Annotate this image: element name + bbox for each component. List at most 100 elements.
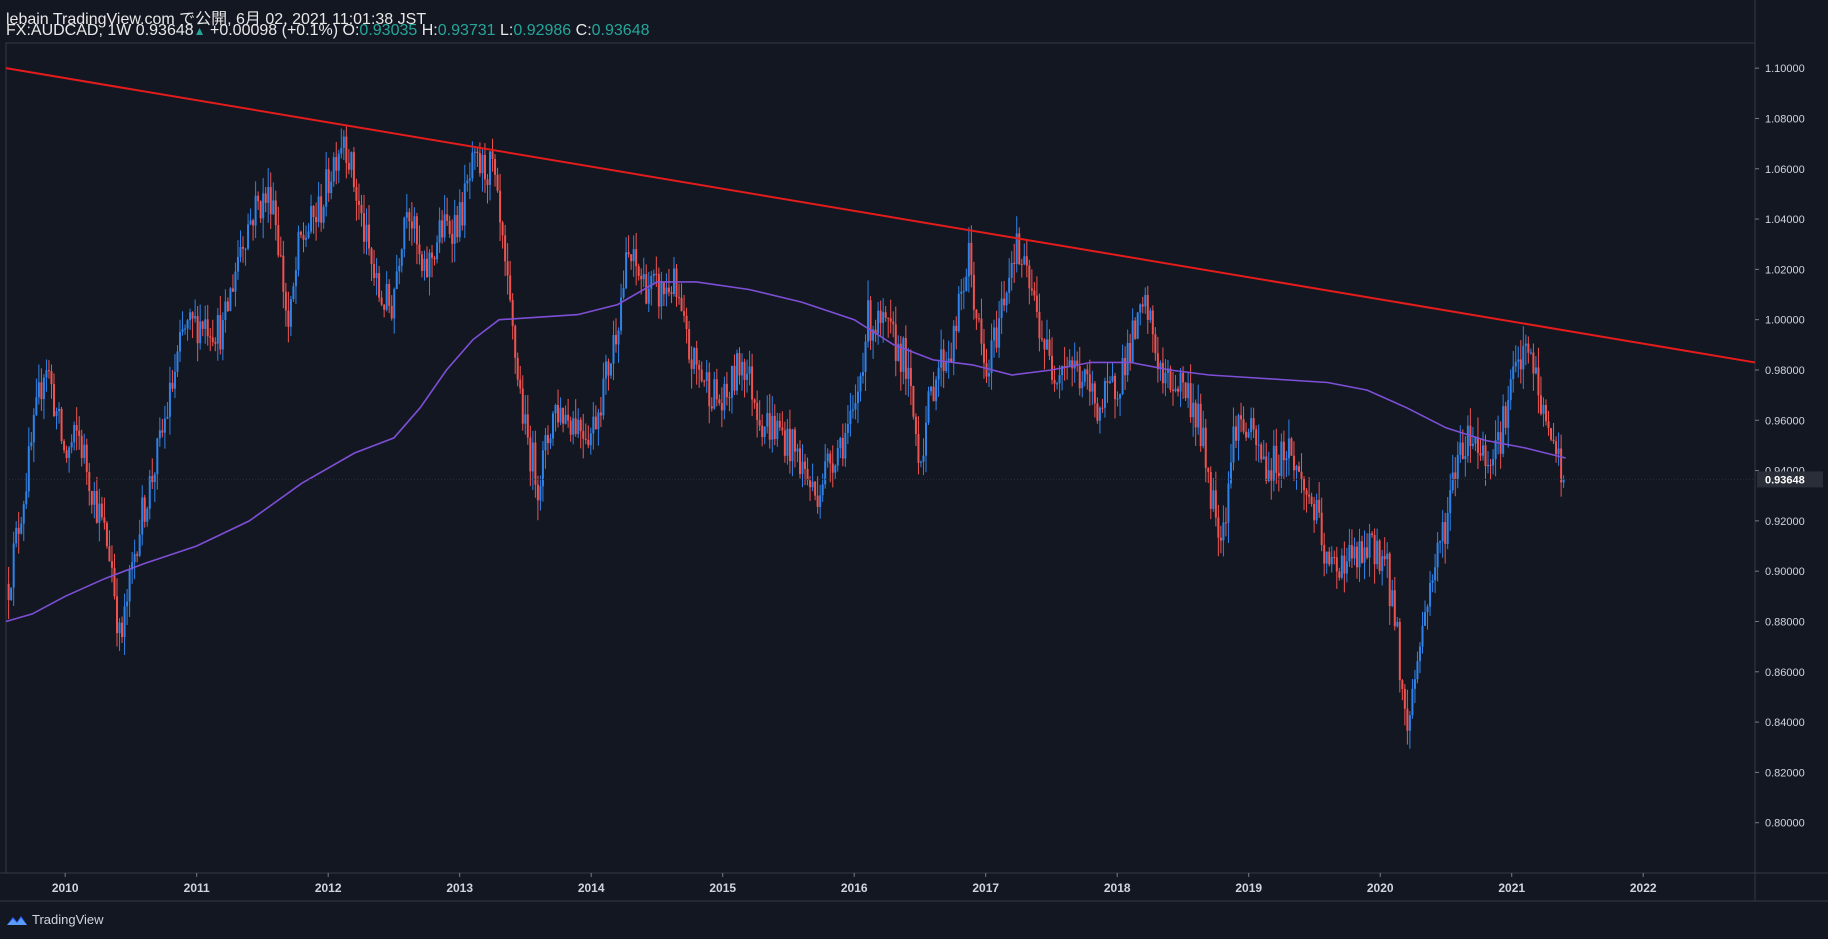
candle-body [1487,464,1490,467]
candle-body [892,321,895,325]
candle-body [1119,394,1122,399]
candle-body [1161,362,1164,384]
price-tick-label: 0.88000 [1765,616,1805,628]
resistance-trendline[interactable] [5,67,1756,364]
candle-body [1277,472,1280,477]
candle-body [1270,470,1273,481]
candle-body [1408,715,1411,731]
candle-body [630,254,633,262]
candle-body [839,437,842,448]
candle-body [1252,418,1255,430]
candle-body [100,503,103,518]
candle-body [647,288,650,304]
candle-body [1081,381,1084,389]
candle-body [995,327,998,348]
candle-body [501,222,504,236]
candle-body [274,200,277,226]
candle-body [357,200,360,205]
candle-body [1144,294,1147,307]
candle-body [1406,708,1409,731]
symbol-label[interactable]: FX:AUDCAD, 1W [6,22,132,39]
candle-body [325,169,328,207]
candle-body [113,567,116,597]
candle-body [332,157,335,182]
candle-body [105,522,108,547]
candle-body [1232,426,1235,463]
candle-body [55,411,58,417]
candle-body [1285,458,1288,461]
candle-body [851,409,854,411]
candle-body [1378,540,1381,571]
candle-body [725,383,728,398]
candle-body [1323,545,1326,564]
candle-body [541,450,544,487]
candle-body [73,424,76,443]
time-tick-label: 2022 [1630,881,1657,895]
candle-body [370,248,373,265]
candle-body [990,340,993,374]
candle-body [766,413,769,427]
candle-body [148,476,151,509]
candle-body [1439,541,1442,543]
candle-body [962,291,965,293]
candle-body [665,287,668,295]
candle-body [1429,582,1432,607]
candle-body [327,169,330,194]
candle-body [909,367,912,387]
last-price-label: 0.93648 [1765,474,1805,486]
candle-body [236,256,239,272]
candle-body [219,315,222,350]
candle-body [1401,680,1404,689]
candle-body [720,403,723,411]
symbol-ohlc-bar: FX:AUDCAD, 1W 0.93648▲ +0.00098 (+0.1%) … [6,22,650,40]
candle-body [1010,262,1013,278]
candle-body [453,215,456,244]
candle-body [604,361,607,379]
candle-body [582,431,585,439]
candle-body [1534,367,1537,374]
candle-body [700,369,703,381]
candle-body [418,244,421,255]
candle-body [448,220,451,234]
candle-body [194,316,197,319]
candle-body [693,348,696,369]
candle-body [347,162,350,170]
candle-body [226,301,229,311]
candle-body [887,317,890,319]
candle-body [811,481,814,488]
candle-body [849,410,852,425]
publish-info: lebain TradingView.com で公開, 6月 02, 2021 … [6,11,427,28]
candle-body [1108,381,1111,383]
candle-body [201,321,204,329]
time-tick-label: 2015 [709,881,736,895]
candle-body [1177,388,1180,392]
candle-body [486,179,489,185]
candle-body [652,273,655,276]
candle-body [1131,320,1134,362]
candle-body [1550,428,1553,440]
time-tick-label: 2017 [972,881,999,895]
candle-body [1073,360,1076,369]
candle-body [1250,418,1253,433]
candle-body [393,289,396,319]
candle-body [272,200,275,215]
candle-body [914,416,917,434]
candle-body [299,231,302,235]
candle-body [400,249,403,266]
candle-body [146,508,149,522]
high-label: H: [421,22,438,39]
candle-body [60,408,63,442]
tradingview-brand[interactable]: TradingView [6,912,104,927]
candle-body [1454,472,1457,480]
close-label: C: [575,22,592,39]
candle-body [690,359,693,369]
candle-body [826,453,829,462]
candle-body [831,463,834,473]
candle-body [143,497,146,522]
candle-body [1141,304,1144,307]
candle-body [1020,264,1023,266]
candle-body [746,373,749,380]
candle-body [173,371,176,389]
candle-body [874,329,877,334]
